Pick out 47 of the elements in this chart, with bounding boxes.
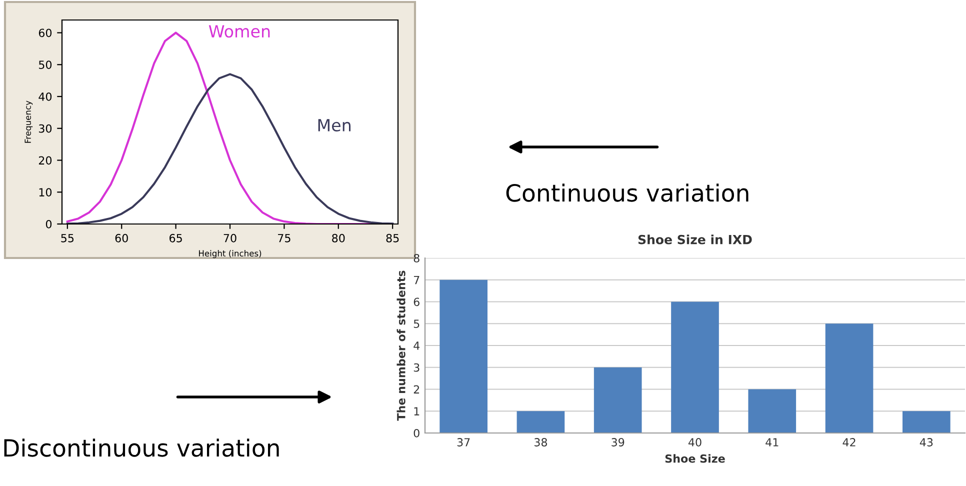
text: Discontinuous variation — [4, 438, 279, 457]
y-tick-label: 3 — [414, 363, 420, 372]
y-tick-label: 0 — [46, 220, 52, 228]
line-series — [66, 73, 394, 224]
x-tick-label: 75 — [278, 234, 290, 242]
y-tick-label: 1 — [414, 407, 420, 416]
y-tick-label: 2 — [414, 385, 420, 394]
y-tick-label: 60 — [38, 28, 52, 38]
x-tick-label: 40 — [688, 438, 702, 446]
x-tick-label: 42 — [842, 438, 856, 446]
text: Men — [318, 119, 350, 132]
text: Continuous variation — [506, 184, 748, 202]
y-tick-label: 4 — [414, 342, 420, 350]
y-axis-title: Frequency — [24, 100, 33, 143]
chart-title: Shoe Size in IXD — [638, 234, 752, 244]
bar — [825, 324, 874, 433]
y-axis-title: The number of students — [396, 270, 406, 421]
series-label: Women — [208, 25, 270, 38]
y-tick-label: 40 — [38, 92, 52, 101]
y-tick-label: 50 — [38, 60, 52, 70]
y-tick-label: 8 — [414, 254, 420, 262]
y-tick-label: 30 — [38, 124, 52, 133]
x-tick-label: 60 — [115, 234, 128, 242]
x-tick-label: 80 — [332, 234, 345, 242]
x-tick-label: 85 — [386, 234, 399, 242]
y-tick-label: 20 — [38, 156, 52, 165]
y-tick-label: 10 — [39, 188, 52, 197]
x-tick-label: 55 — [61, 234, 74, 242]
x-tick-label: 37 — [457, 438, 470, 446]
y-tick-label: 7 — [414, 276, 420, 284]
x-axis-title: Shoe Size — [665, 454, 725, 463]
bar — [440, 280, 488, 433]
bar — [516, 411, 565, 433]
x-axis-title: Height (inches) — [199, 250, 262, 258]
x-tick-label: 38 — [534, 438, 548, 446]
y-tick-label: 6 — [414, 298, 420, 306]
x-tick-label: 41 — [766, 438, 778, 446]
bar — [748, 389, 796, 433]
bar — [902, 411, 950, 433]
y-tick-label: 5 — [414, 320, 420, 328]
x-tick-label: 39 — [612, 438, 624, 446]
bar — [594, 367, 642, 433]
y-tick-label: 0 — [414, 428, 420, 438]
x-tick-label: 70 — [224, 234, 236, 242]
x-tick-label: 65 — [170, 234, 182, 242]
bar — [671, 302, 719, 433]
x-tick-label: 43 — [920, 438, 933, 446]
